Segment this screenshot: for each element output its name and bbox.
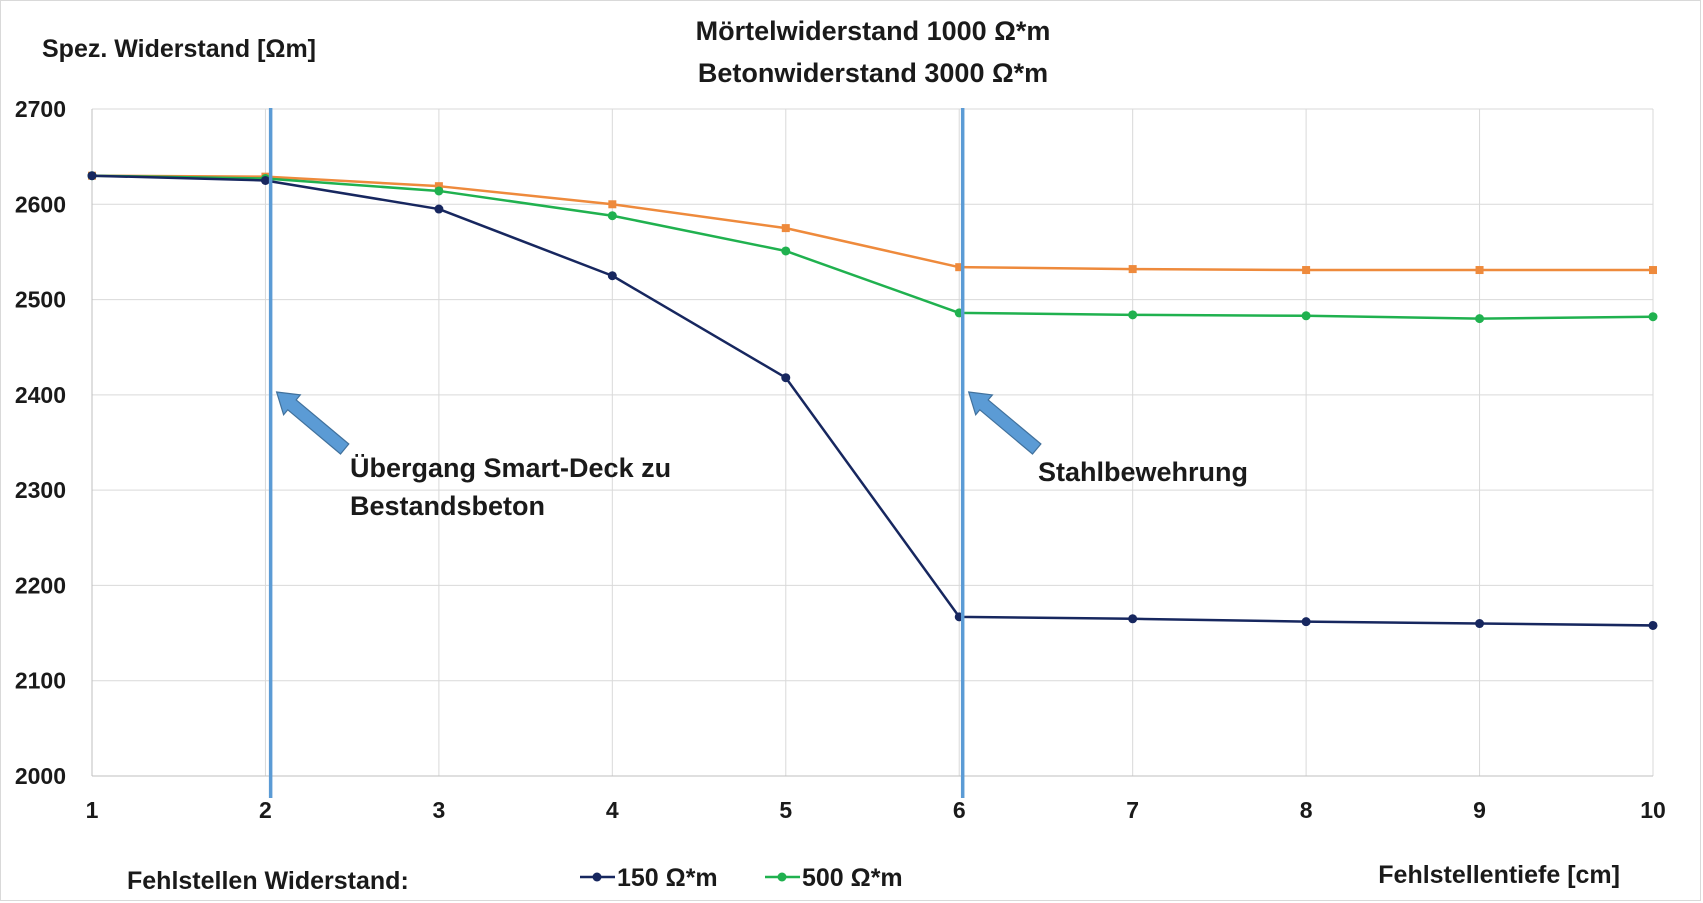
y-tick-label-2200: 2200: [15, 572, 66, 598]
x-tick-label-2: 2: [259, 797, 272, 823]
point-500-x5: [781, 246, 791, 256]
legend-marker-500: [777, 872, 787, 882]
x-tick-label-4: 4: [606, 797, 619, 823]
legend: 150 Ω*m 500 Ω*m: [580, 864, 903, 892]
legend-item-500: 500 Ω*m: [765, 864, 903, 892]
legend-marker-150: [592, 872, 602, 882]
legend-item-150: 150 Ω*m: [580, 864, 718, 892]
x-tick-label-9: 9: [1473, 797, 1486, 823]
point-500-x10: [1648, 312, 1658, 322]
chart-title-line-2: Betonwiderstand 3000 Ω*m: [698, 58, 1048, 88]
x-tick-label-7: 7: [1126, 797, 1139, 823]
series-unlabeled: [88, 171, 1657, 275]
x-tick-label-6: 6: [953, 797, 966, 823]
point-150-x3: [434, 204, 444, 214]
y-tick-label-2300: 2300: [15, 477, 66, 503]
point-unlabeled-x10: [1649, 266, 1657, 275]
y-tick-label-2000: 2000: [15, 763, 66, 789]
chart-title-line-1: Mörtelwiderstand 1000 Ω*m: [696, 16, 1051, 46]
point-unlabeled-x6: [955, 263, 964, 272]
x-tick-label-5: 5: [779, 797, 792, 823]
x-tick-label-3: 3: [432, 797, 445, 823]
y-tick-label-2400: 2400: [15, 382, 66, 408]
grid-lines: [92, 108, 1654, 776]
point-150-x8: [1301, 617, 1311, 627]
point-150-x7: [1128, 614, 1138, 624]
annotations: Übergang Smart-Deck zu Bestandsbeton Stahl…: [275, 391, 1248, 521]
point-unlabeled-x7: [1128, 265, 1137, 274]
point-500-x8: [1301, 311, 1311, 321]
point-unlabeled-x4: [608, 200, 617, 209]
series-line-unlabeled: [91, 174, 1653, 272]
point-unlabeled-x5: [781, 224, 790, 233]
point-500-x9: [1475, 314, 1485, 324]
series-line-150: [91, 174, 1654, 627]
point-150-x2: [260, 175, 270, 185]
annotation-text-1-line-2: Bestandsbeton: [350, 491, 545, 521]
point-500-x4: [607, 211, 617, 221]
point-150-x4: [607, 271, 617, 281]
legend-title: Fehlstellen Widerstand:: [127, 867, 409, 895]
annotation-arrow-1: [275, 391, 350, 455]
y-tick-label-2500: 2500: [15, 287, 66, 313]
x-tick-labels: 1 2 3 4 5 6 7 8 9 10: [86, 797, 1666, 823]
annotation-text-1-line-1: Übergang Smart-Deck zu: [350, 453, 671, 483]
annotation-text-2-line-1: Stahlbewehrung: [1038, 457, 1248, 487]
x-tick-label-8: 8: [1300, 797, 1313, 823]
point-150-x10: [1648, 620, 1658, 630]
point-500-x3: [434, 186, 444, 196]
x-tick-label-10: 10: [1640, 797, 1666, 823]
series-150: [87, 171, 1658, 630]
legend-label-150: 150 Ω*m: [617, 864, 718, 892]
y-tick-label-2700: 2700: [15, 96, 66, 122]
legend-label-500: 500 Ω*m: [802, 864, 903, 892]
y-axis-label: Spez. Widerstand [Ωm]: [42, 35, 316, 63]
point-150-x5: [781, 373, 791, 383]
annotation-arrow-2: [967, 391, 1042, 455]
axes: [91, 109, 1653, 777]
point-150-x1: [87, 171, 97, 181]
point-unlabeled-x9: [1475, 266, 1484, 275]
series-line-500: [91, 174, 1654, 320]
y-tick-label-2100: 2100: [15, 668, 66, 694]
series-lines: [87, 171, 1658, 630]
point-500-x7: [1128, 310, 1138, 320]
reference-lines: [268, 108, 965, 798]
point-unlabeled-x8: [1302, 266, 1311, 275]
x-axis-label: Fehlstellentiefe [cm]: [1378, 861, 1620, 889]
point-150-x9: [1475, 619, 1485, 629]
x-tick-label-1: 1: [86, 797, 99, 823]
y-tick-labels: 2000 2100 2200 2300 2400 2500 2600 2700: [15, 96, 66, 789]
y-tick-label-2600: 2600: [15, 191, 66, 217]
point-unlabeled-x3: [434, 182, 443, 191]
